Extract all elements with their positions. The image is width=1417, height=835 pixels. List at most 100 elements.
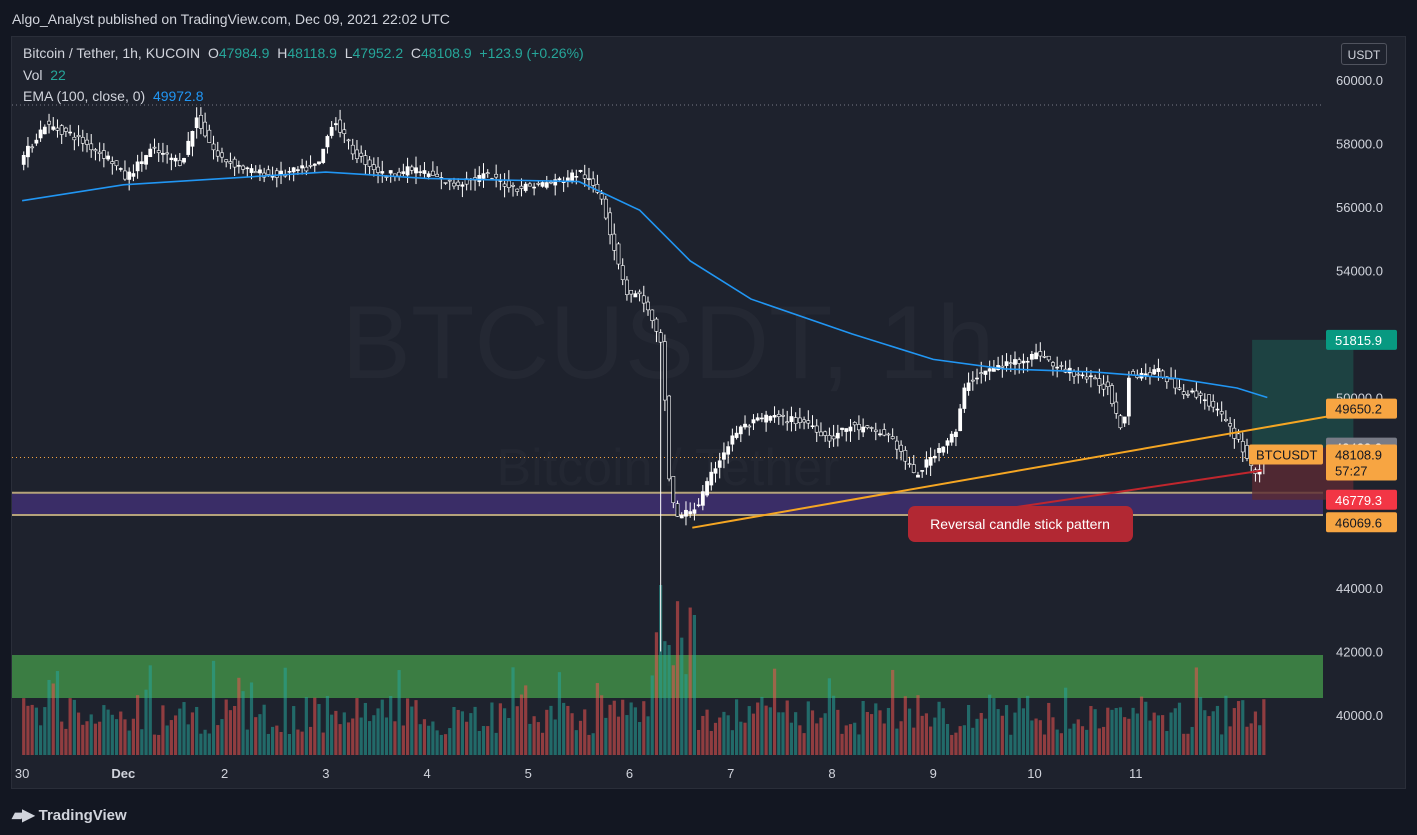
volume-bar: [966, 704, 971, 755]
candle-body: [831, 435, 836, 440]
volume-bar: [637, 722, 642, 755]
volume-bar: [747, 706, 751, 755]
volume-bar: [688, 607, 692, 755]
volume-bar: [85, 721, 89, 755]
volume-bar: [308, 726, 313, 755]
volume-bar: [195, 706, 199, 755]
tradingview-logo[interactable]: ▰▶ TradingView: [12, 805, 127, 825]
volume-bar: [806, 701, 810, 755]
candle-body: [460, 184, 465, 187]
candle-body: [338, 119, 342, 133]
volume-bar: [1148, 720, 1152, 755]
volume-bar: [996, 709, 1000, 755]
price-axis[interactable]: 40000.042000.044000.046000.048000.050000…: [1336, 73, 1383, 723]
candle-body: [857, 424, 861, 431]
candle-body: [696, 504, 701, 507]
open-label: O: [207, 45, 219, 61]
candle-body: [1093, 377, 1098, 380]
candle-body: [47, 120, 51, 125]
volume-bar: [1173, 708, 1177, 755]
price-label-text: 49650.2: [1335, 402, 1382, 417]
low-value: 47952.2: [352, 45, 404, 61]
volume-bar: [60, 721, 64, 755]
candle-body: [1207, 394, 1211, 407]
candle-body: [1025, 360, 1030, 363]
candle-body: [152, 146, 157, 149]
candle-body: [924, 459, 929, 468]
candle-body: [1017, 359, 1022, 364]
candle-body: [72, 136, 77, 141]
candle-body: [878, 433, 882, 436]
candle-body: [911, 464, 916, 473]
volume-bar: [798, 725, 802, 755]
volume-bar: [287, 733, 292, 755]
candle-body: [1156, 368, 1161, 372]
candle-body: [979, 372, 984, 374]
candle-body: [797, 417, 802, 424]
candle-body: [966, 382, 971, 391]
ema-legend[interactable]: EMA (100, close, 0) 49972.8: [23, 88, 204, 104]
volume-bar: [1249, 723, 1253, 755]
volume-bar: [165, 725, 169, 755]
symbol-legend[interactable]: Bitcoin / Tether, 1h, KUCOIN O47984.9 H4…: [23, 45, 584, 61]
candle-body: [941, 446, 946, 453]
candle-body: [30, 146, 35, 149]
volume-bar: [30, 704, 34, 755]
volume-bar: [1220, 734, 1224, 755]
candle-body: [641, 295, 646, 304]
candle-body: [308, 164, 313, 167]
volume-bar: [718, 717, 722, 755]
volume-bar: [840, 733, 844, 755]
volume-bar: [1169, 712, 1173, 755]
volume-bar: [169, 720, 173, 755]
volume-bar: [55, 671, 60, 755]
candle-body: [401, 171, 406, 174]
volume-bar: [562, 702, 566, 755]
candle-body: [409, 166, 414, 171]
volume-bar: [1194, 667, 1198, 755]
volume-bar: [962, 725, 966, 755]
time-tick-label: 30: [15, 766, 29, 781]
brand-name: TradingView: [38, 806, 127, 824]
volume-bar: [920, 715, 924, 755]
volume-bar: [907, 708, 912, 755]
volume-bar: [47, 679, 51, 755]
candle-body: [380, 171, 385, 174]
volume-bar: [916, 695, 920, 755]
price-labels: 51815.949650.248423.248108.957:27BTCUSDT…: [1249, 329, 1397, 533]
candle-body: [236, 165, 241, 167]
volume-legend[interactable]: Vol 22: [23, 67, 66, 83]
volume-bar: [768, 707, 772, 755]
high-value: 48118.9: [287, 45, 337, 61]
candle-body: [1122, 416, 1127, 424]
volume-bar: [587, 734, 591, 755]
candle-body: [764, 414, 769, 423]
candle-body: [705, 481, 709, 496]
time-axis[interactable]: 30 Dec 2 3 4 5 6 7 8 9 10 11: [15, 766, 1143, 781]
candle-body: [333, 123, 338, 126]
volume-bar: [933, 717, 937, 755]
volume-bar: [549, 705, 553, 755]
volume-bar: [43, 707, 47, 755]
candle-body: [612, 233, 617, 251]
annotation-box[interactable]: [908, 506, 1133, 542]
volume-bar: [389, 695, 393, 755]
volume-bar: [199, 733, 203, 755]
volume-bar: [157, 734, 161, 755]
currency-button[interactable]: USDT: [1341, 43, 1387, 65]
volume-bar: [140, 729, 144, 755]
volume-bar: [401, 725, 405, 755]
volume-bar: [836, 709, 840, 755]
candle-body: [776, 414, 781, 417]
volume-bar: [224, 699, 228, 755]
volume-bar: [1236, 701, 1241, 755]
volume-bar: [1097, 728, 1101, 755]
volume-bar: [764, 705, 768, 755]
volume-bar: [511, 667, 515, 755]
candle-body: [1118, 415, 1123, 429]
candle-body: [734, 432, 739, 438]
volume-bar: [553, 719, 557, 755]
candle-body: [1046, 355, 1051, 361]
volume-bar: [1224, 695, 1228, 755]
